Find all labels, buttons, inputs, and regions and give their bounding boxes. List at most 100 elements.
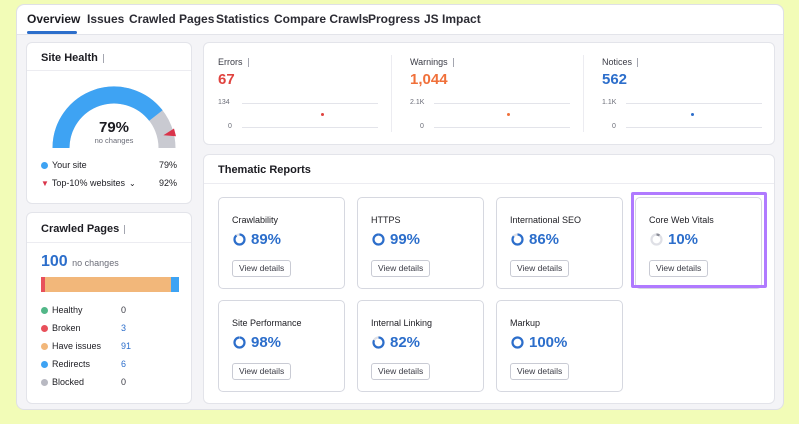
legend-your-site: Your site	[41, 160, 87, 170]
sparkline-point[interactable]	[321, 113, 324, 116]
view-details-button[interactable]: View details	[232, 363, 292, 380]
crawled-pages-title[interactable]: Crawled Pages	[41, 223, 120, 235]
info-icon[interactable]	[247, 58, 254, 68]
legend-row-redirects[interactable]: Redirects	[41, 359, 90, 369]
report-score-value: 89%	[251, 231, 282, 248]
report-card-internal-linking: Internal Linking 82% View details	[357, 300, 484, 392]
tab-statistics[interactable]: Statistics	[216, 12, 270, 26]
metric-value[interactable]: 562	[602, 71, 628, 88]
legend-dot	[41, 306, 48, 314]
sparkline-gridline	[626, 103, 762, 104]
thematic-reports-title: Thematic Reports	[218, 164, 311, 176]
legend-value[interactable]: 6	[121, 359, 127, 369]
sparkline-gridline	[242, 127, 378, 128]
sparkline-point[interactable]	[507, 113, 510, 116]
legend-row-have-issues[interactable]: Have issues	[41, 341, 101, 351]
tab-issues[interactable]: Issues	[87, 12, 125, 26]
legend-dot	[41, 378, 48, 386]
legend-value[interactable]: 3	[121, 323, 127, 333]
score-ring-icon	[233, 233, 246, 246]
chevron-down-icon[interactable]: ⌄	[128, 178, 136, 188]
legend-row-broken[interactable]: Broken	[41, 323, 81, 333]
site-health-card: Site Health 79% no changes Your site 79%…	[26, 42, 192, 204]
legend-row-blocked[interactable]: Blocked	[41, 377, 84, 387]
view-details-button[interactable]: View details	[510, 260, 570, 277]
view-details-button[interactable]: View details	[649, 260, 709, 277]
report-card-international-seo: International SEO 86% View details	[496, 197, 623, 289]
metric-value[interactable]: 67	[218, 71, 235, 88]
score-ring-icon	[511, 336, 524, 349]
bar-segment[interactable]	[170, 277, 179, 292]
bar-segment[interactable]	[45, 277, 171, 292]
view-details-button[interactable]: View details	[371, 363, 431, 380]
view-details-button[interactable]: View details	[232, 260, 292, 277]
view-details-button[interactable]: View details	[371, 260, 431, 277]
report-score: 98%	[232, 334, 281, 351]
legend-dot	[41, 342, 48, 350]
legend-value: 92%	[158, 178, 177, 188]
report-score-value: 10%	[668, 231, 699, 248]
legend-label: Your site	[52, 160, 87, 170]
report-score: 10%	[649, 231, 698, 248]
report-score-value: 86%	[529, 231, 560, 248]
issues-summary-card: Errors 67 134 0 Warnings 1,044 2.1K 0 Notices 562…	[203, 42, 775, 145]
info-icon[interactable]	[124, 224, 130, 234]
report-name: Site Performance	[232, 318, 302, 328]
metric-label: Errors	[218, 57, 254, 68]
report-name: International SEO	[510, 215, 582, 225]
divider	[583, 55, 584, 132]
report-name: Internal Linking	[371, 318, 433, 328]
axis-tick-label: 0	[228, 123, 232, 130]
report-card-markup: Markup 100% View details	[496, 300, 623, 392]
bar-segment[interactable]	[41, 277, 46, 292]
view-details-button[interactable]: View details	[510, 363, 570, 380]
metric-label: Notices	[602, 57, 643, 68]
legend-row-healthy[interactable]: Healthy	[41, 305, 83, 315]
sparkline-gridline	[434, 127, 570, 128]
info-icon[interactable]	[452, 58, 459, 68]
report-score-value: 100%	[529, 334, 568, 351]
site-health-gauge	[52, 86, 176, 149]
tab-overview[interactable]: Overview	[27, 12, 81, 26]
tab-js-impact[interactable]: JS Impact	[424, 12, 481, 26]
dashboard-frame: Overview Issues Crawled Pages Statistics…	[16, 4, 784, 410]
score-ring-icon	[372, 336, 385, 349]
crawled-pages-total[interactable]: 100	[41, 253, 68, 270]
score-ring-icon	[511, 233, 524, 246]
sparkline-point[interactable]	[691, 113, 694, 116]
info-icon[interactable]	[637, 58, 643, 68]
report-score-value: 98%	[251, 334, 282, 351]
report-name: Crawlability	[232, 215, 279, 225]
report-card-site-performance: Site Performance 98% View details	[218, 300, 345, 392]
legend-value: 79%	[158, 160, 177, 170]
tab-compare-crawls[interactable]: Compare Crawls	[274, 12, 369, 26]
report-score-value: 82%	[390, 334, 421, 351]
report-score: 99%	[371, 231, 420, 248]
triangle-down-icon: ▼	[41, 178, 49, 188]
site-health-change: no changes	[94, 136, 134, 145]
site-health-title: Site Health	[41, 52, 98, 64]
legend-value[interactable]: 91	[121, 341, 132, 351]
metric-label-text: Warnings	[410, 57, 448, 67]
sparkline-gridline	[626, 127, 762, 128]
info-icon[interactable]	[102, 53, 109, 63]
divider	[391, 55, 392, 132]
axis-tick-label: 1.1K	[602, 99, 617, 106]
your-site-dot	[41, 161, 48, 169]
report-score: 100%	[510, 334, 567, 351]
report-score: 89%	[232, 231, 281, 248]
sparkline-gridline	[434, 103, 570, 104]
axis-tick-label: 0	[612, 123, 616, 130]
tab-crawled-pages[interactable]: Crawled Pages	[129, 12, 215, 26]
legend-label: Healthy	[52, 305, 83, 315]
active-tab-indicator	[27, 31, 77, 34]
axis-tick-label: 134	[218, 99, 230, 106]
tab-progress[interactable]: Progress	[368, 12, 421, 26]
legend-top-websites[interactable]: ▼ Top-10% websites ⌄	[41, 178, 136, 188]
report-score: 82%	[371, 334, 420, 351]
highlight-box	[631, 192, 767, 288]
divider	[27, 242, 191, 243]
score-ring-icon	[372, 233, 385, 246]
metric-value[interactable]: 1,044	[410, 71, 448, 88]
crawled-pages-change: no changes	[72, 258, 119, 268]
